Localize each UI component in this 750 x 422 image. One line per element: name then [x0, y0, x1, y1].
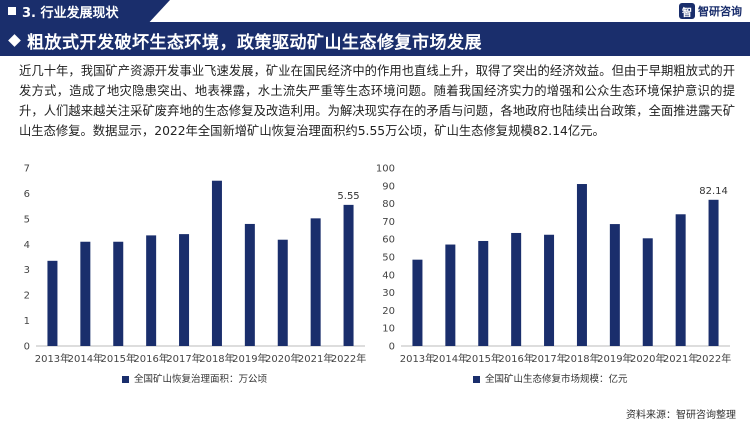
header-bar: 3. 行业发展现状 智 智研咨询	[0, 0, 750, 24]
bar	[675, 214, 686, 346]
x-tick-label: 2020年	[630, 352, 665, 365]
legend-swatch	[122, 376, 129, 383]
bar	[343, 204, 354, 346]
x-tick-label: 2014年	[68, 352, 103, 365]
legend-swatch	[473, 376, 480, 383]
y-tick-label: 1	[24, 316, 30, 327]
bar	[113, 241, 124, 346]
title-bar: 粗放式开发破坏生态环境，政策驱动矿山生态修复市场发展	[0, 24, 750, 56]
y-tick-label: 60	[382, 235, 395, 246]
x-tick-label: 2020年	[265, 352, 300, 365]
bar	[544, 234, 555, 346]
x-tick-label: 2015年	[466, 352, 501, 365]
bar	[277, 239, 288, 346]
x-tick-label: 2016年	[498, 352, 533, 365]
diamond-icon	[8, 33, 21, 47]
bar	[609, 224, 620, 346]
legend-label: 全国矿山恢复治理面积：万公顷	[134, 373, 268, 385]
x-tick-label: 2013年	[400, 352, 435, 365]
y-tick-label: 0	[389, 342, 395, 353]
y-tick-label: 100	[376, 164, 395, 175]
x-tick-label: 2017年	[531, 352, 566, 365]
bar	[412, 259, 423, 346]
bar	[478, 240, 489, 346]
y-tick-label: 2	[24, 291, 30, 302]
chart-restoration-area: 012345672013年2014年2015年2016年2017年2018年20…	[24, 164, 367, 386]
y-tick-label: 50	[382, 253, 395, 264]
bar	[80, 241, 91, 346]
y-tick-label: 6	[24, 189, 30, 200]
x-tick-label: 2016年	[133, 352, 168, 365]
bar	[211, 180, 222, 346]
x-tick-label: 2022年	[696, 352, 731, 365]
bar	[146, 235, 157, 346]
y-tick-label: 4	[24, 240, 30, 251]
x-tick-label: 2014年	[433, 352, 468, 365]
x-tick-label: 2015年	[101, 352, 136, 365]
y-tick-label: 40	[382, 270, 395, 281]
y-tick-label: 90	[382, 181, 395, 192]
y-tick-label: 7	[24, 164, 30, 175]
x-tick-label: 2017年	[166, 352, 201, 365]
x-tick-label: 2019年	[597, 352, 632, 365]
bar	[511, 232, 522, 346]
bar	[179, 234, 190, 346]
logo-icon: 智	[679, 3, 695, 19]
y-tick-label: 5	[24, 214, 30, 225]
bar	[310, 218, 321, 346]
x-tick-label: 2018年	[564, 352, 599, 365]
chart-market-size: 01020304050607080901002013年2014年2015年201…	[376, 164, 731, 386]
brand-logo: 智 智研咨询	[679, 3, 742, 19]
source-label: 资料来源：	[626, 410, 676, 421]
bar	[576, 184, 587, 346]
square-icon	[8, 7, 16, 15]
y-tick-label: 10	[382, 324, 395, 335]
x-tick-label: 2018年	[199, 352, 234, 365]
x-tick-label: 2021年	[663, 352, 698, 365]
data-label: 82.14	[699, 186, 728, 197]
y-tick-label: 80	[382, 199, 395, 210]
legend-label: 全国矿山生态修复市场规模：亿元	[485, 373, 628, 385]
bar	[47, 260, 58, 346]
x-tick-label: 2019年	[232, 352, 267, 365]
x-tick-label: 2021年	[298, 352, 333, 365]
x-tick-label: 2013年	[35, 352, 70, 365]
y-tick-label: 20	[382, 306, 395, 317]
y-tick-label: 30	[382, 288, 395, 299]
section-label: 3. 行业发展现状	[22, 5, 119, 21]
bar	[642, 238, 653, 346]
data-label: 5.55	[337, 191, 359, 202]
bar	[445, 244, 456, 346]
bar	[244, 223, 255, 346]
x-tick-label: 2022年	[331, 352, 366, 365]
y-tick-label: 70	[382, 217, 395, 228]
bar	[708, 199, 719, 346]
source-value: 智研咨询整理	[676, 410, 736, 421]
y-tick-label: 3	[24, 265, 30, 276]
logo-text: 智研咨询	[698, 5, 742, 18]
body-paragraph: 近几十年，我国矿产资源开发事业飞速发展，矿业在国民经济中的作用也直线上升，取得了…	[19, 64, 735, 138]
source-note: 资料来源：智研咨询整理	[626, 406, 736, 421]
y-tick-label: 0	[24, 342, 30, 353]
page-title: 粗放式开发破坏生态环境，政策驱动矿山生态修复市场发展	[27, 32, 482, 53]
section-tab: 3. 行业发展现状	[0, 0, 170, 22]
